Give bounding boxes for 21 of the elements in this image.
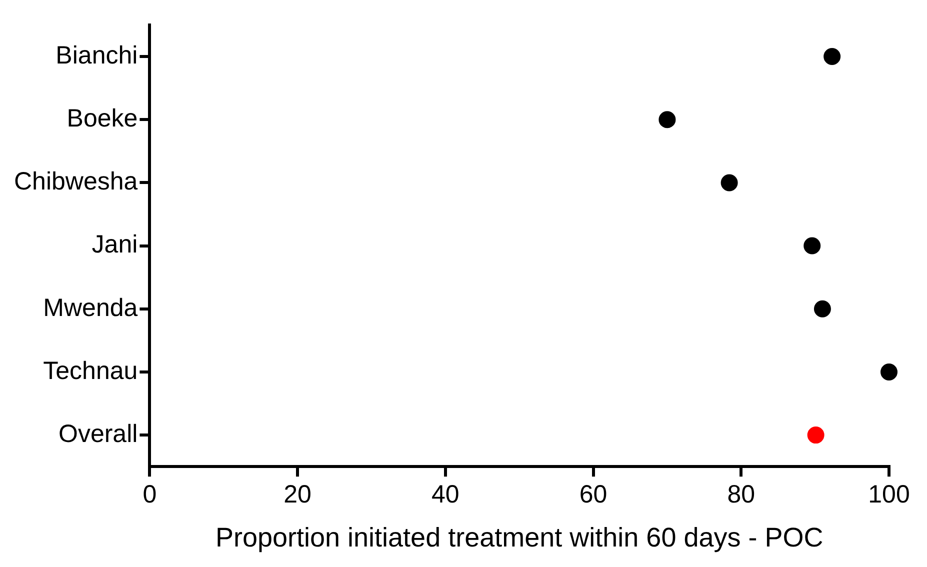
point (880, 363, 898, 380)
x-tick-label: 60 (579, 480, 608, 508)
y-tick-label: Technau (43, 356, 138, 385)
y-tick-label: Overall (58, 420, 138, 448)
y-tick-label: Bianchi (56, 41, 138, 70)
point (720, 174, 738, 192)
point (658, 111, 676, 128)
point (807, 426, 824, 444)
x-tick-label: 40 (432, 480, 460, 508)
x-tick-label: 0 (142, 480, 157, 508)
x-tick-label: 100 (868, 480, 910, 508)
x-axis-title: Proportion initiated treatment within 60 days - POC (215, 522, 824, 552)
point (824, 48, 841, 66)
y-tick-label: Mwenda (43, 294, 138, 322)
point (814, 300, 831, 318)
point (804, 237, 821, 254)
x-tick-label: 20 (284, 480, 312, 508)
y-tick-label: Boeke (66, 104, 138, 133)
x-tick-label: 80 (727, 480, 756, 508)
y-tick-label: Jani (92, 230, 138, 259)
y-tick-label: Chibwesha (14, 168, 138, 196)
